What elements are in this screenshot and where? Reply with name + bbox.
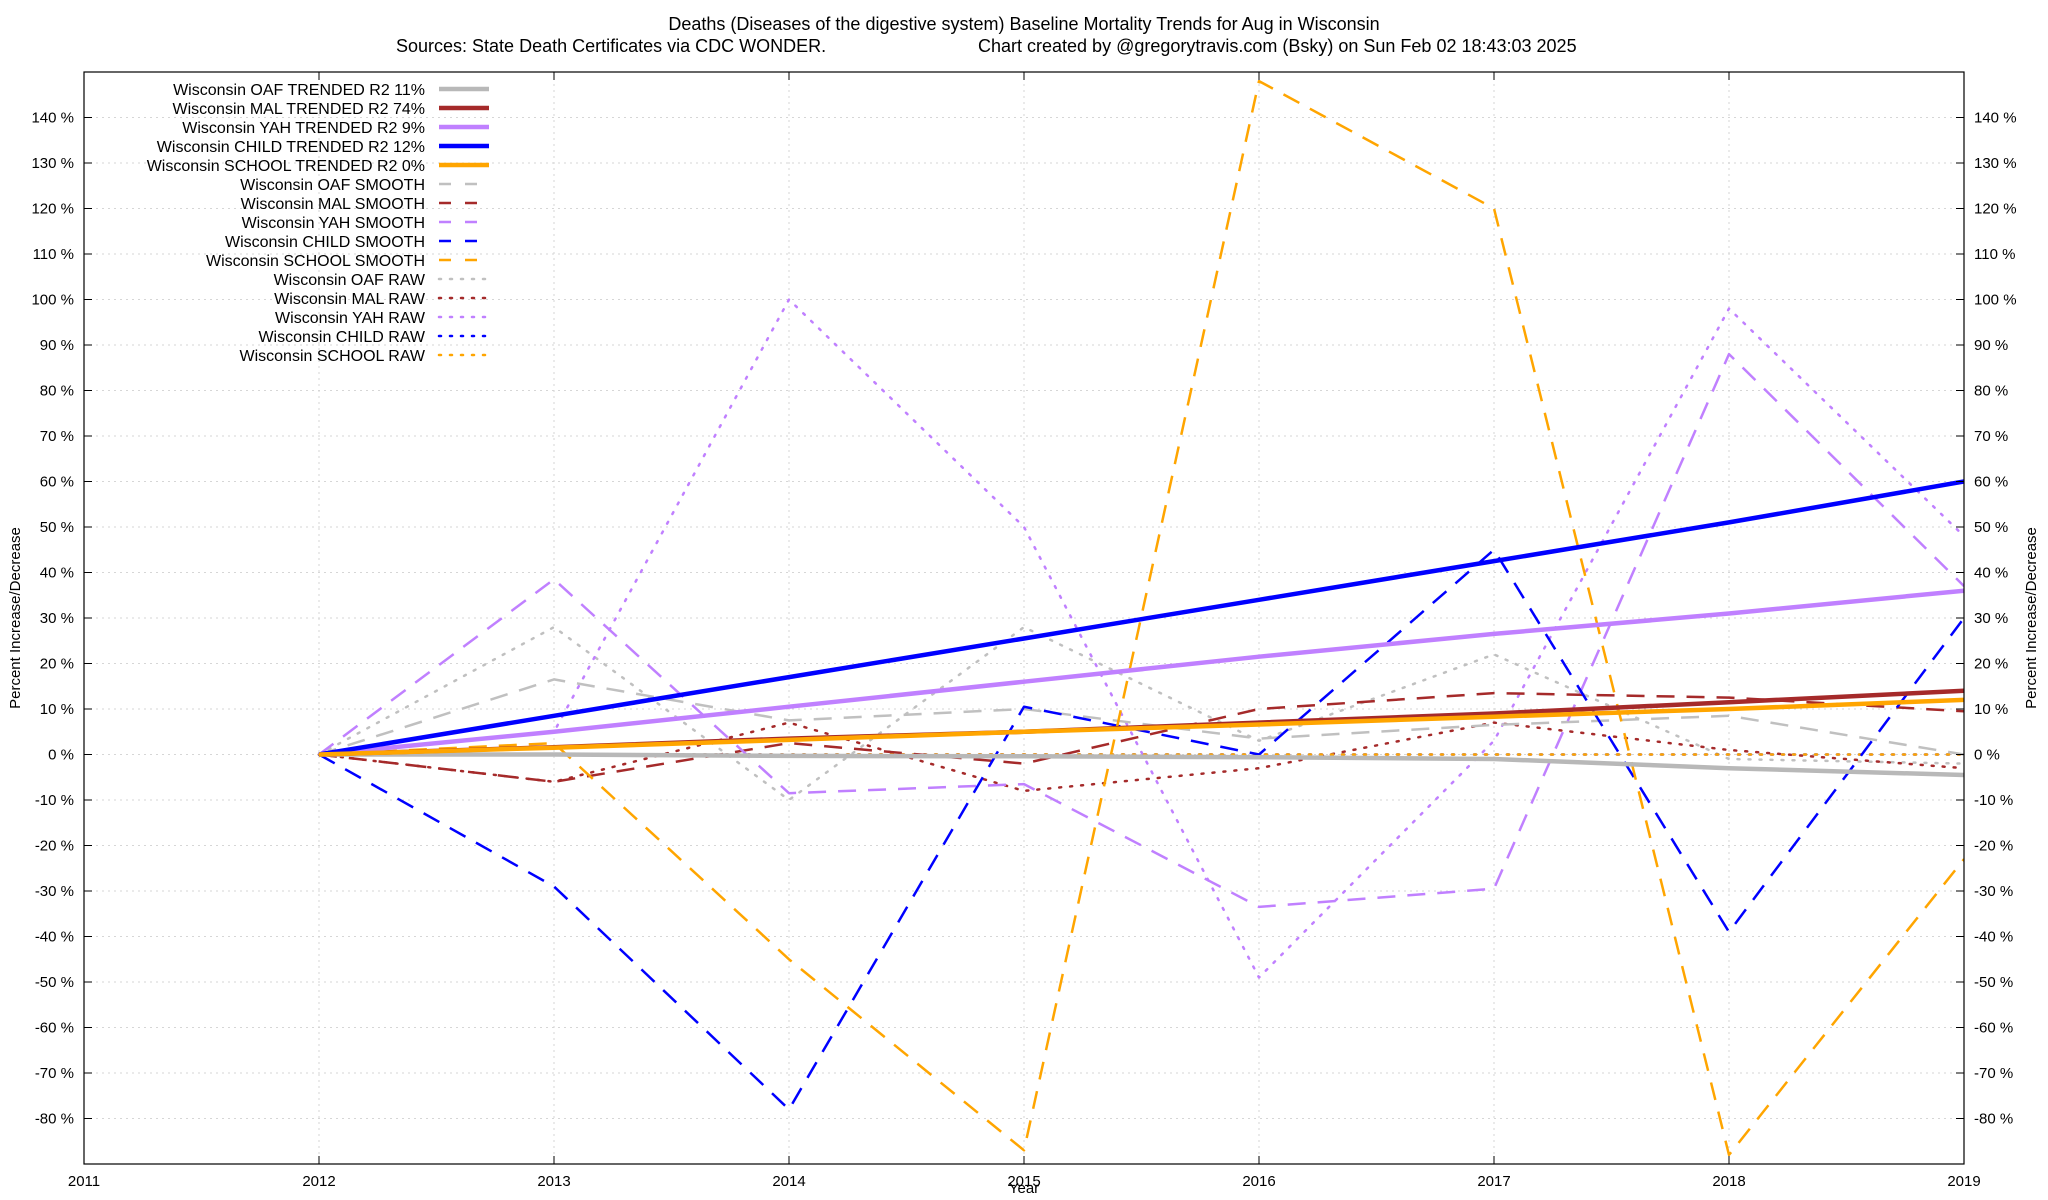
y-tick-label-right: 80 % [1974,383,2008,400]
x-tick-label: 2016 [1242,1173,1275,1190]
legend-label: Wisconsin CHILD SMOOTH [225,234,425,251]
legend-label: Wisconsin OAF TRENDED R2 11% [173,82,425,99]
legend-label: Wisconsin SCHOOL SMOOTH [206,253,425,270]
legend-label: Wisconsin OAF SMOOTH [240,177,425,194]
y-tick-label-right: 70 % [1974,428,2008,445]
x-tick-label: 2013 [537,1173,570,1190]
legend-label: Wisconsin MAL RAW [274,291,426,308]
series-line-6 [318,678,1964,756]
x-tick-label: 2011 [68,1173,100,1190]
y-tick-label-right: 50 % [1974,519,2008,536]
series-line-12 [317,721,1964,793]
y-axis-label-right: Percent Increase/Decrease [2023,527,2040,709]
y-tick-label: 130 % [31,155,74,172]
y-tick-label: 80 % [40,383,74,400]
y-tick-label: 120 % [31,201,74,218]
y-tick-label: -80 % [35,1111,74,1128]
y-tick-label: 90 % [40,337,74,354]
chart-title: Deaths (Diseases of the digestive system… [668,14,1379,34]
x-axis-label: Year [1009,1180,1039,1197]
x-tick-label: 2015 [1007,1173,1040,1190]
y-tick-label: 30 % [40,610,74,627]
y-tick-label-right: 110 % [1974,246,2015,263]
legend-label: Wisconsin SCHOOL TRENDED R2 0% [147,158,425,175]
y-tick-label-right: 10 % [1974,701,2008,718]
y-tick-label: 70 % [40,428,74,445]
legend-label: Wisconsin YAH SMOOTH [242,215,425,232]
y-tick-label: 140 % [31,110,74,127]
y-tick-label: 110 % [33,246,74,263]
series-line-10 [318,79,1964,1157]
gridlines [83,72,1965,1164]
x-tick-label: 2014 [772,1173,805,1190]
x-tick-label: 2018 [1712,1173,1745,1190]
series-line-5 [318,697,1964,757]
y-tick-label-right: -40 % [1974,929,2013,946]
y-tick-label-right: 100 % [1974,292,2017,309]
legend-label: Wisconsin YAH RAW [275,310,426,327]
legend-label: Wisconsin MAL TRENDED R2 74% [172,101,425,118]
legend-label: Wisconsin YAH TRENDED R2 9% [182,120,425,137]
y-axis-label-left: Percent Increase/Decrease [7,527,24,709]
x-tick-label: 2012 [302,1173,335,1190]
x-tick-label: 2017 [1477,1173,1510,1190]
legend: Wisconsin OAF TRENDED R2 11% Wisconsin MA… [147,82,491,365]
legend-label: Wisconsin SCHOOL RAW [239,348,425,365]
y-tick-label: -70 % [35,1065,74,1082]
y-tick-label: 100 % [31,292,74,309]
series-line-8 [318,352,1964,909]
y-tick-label-right: 40 % [1974,565,2008,582]
y-tick-label-right: 130 % [1974,155,2017,172]
y-tick-label: 40 % [40,565,74,582]
y-tick-label-right: -70 % [1974,1065,2013,1082]
y-tick-label-right: -50 % [1974,974,2013,991]
y-tick-label: 20 % [40,656,74,673]
legend-label: Wisconsin CHILD TRENDED R2 12% [157,139,425,156]
y-tick-label-right: 60 % [1974,474,2008,491]
y-tick-label: 50 % [40,519,74,536]
y-tick-label-right: 90 % [1974,337,2008,354]
series-line-11 [317,625,1964,802]
y-tick-label: 10 % [40,701,74,718]
y-tick-label: -60 % [35,1020,74,1037]
legend-label: Wisconsin MAL SMOOTH [241,196,425,213]
y-tick-label: -20 % [35,838,74,855]
y-tick-label-right: 30 % [1974,610,2008,627]
y-tick-label-right: -10 % [1974,792,2013,809]
y-tick-label: -10 % [35,792,74,809]
y-tick-label: -50 % [35,974,74,991]
y-tick-label: -30 % [35,883,74,900]
series-line-13 [317,298,1964,979]
y-tick-label: 60 % [40,474,74,491]
chart-subtitle-sources: Sources: State Death Certificates via CD… [396,36,826,56]
series-lines [317,79,1964,1157]
y-tick-label-right: -30 % [1974,883,2013,900]
legend-label: Wisconsin OAF RAW [274,272,426,289]
series-line-4 [318,479,1964,757]
series-line-9 [318,548,1964,1111]
x-tick-label: 2019 [1947,1173,1980,1190]
series-line-2 [318,688,1964,757]
y-tick-label-right: 20 % [1974,656,2008,673]
y-tick-label-right: -80 % [1974,1111,2013,1128]
series-line-3 [318,588,1964,757]
series-line-1 [319,752,1964,778]
plot-frame [83,71,1965,1165]
series-line-7 [318,691,1964,784]
y-tick-label-right: 120 % [1974,201,2017,218]
legend-label: Wisconsin CHILD RAW [258,329,425,346]
y-tick-label: 0 % [48,747,74,764]
y-tick-label-right: 140 % [1974,110,2017,127]
y-tick-label-right: -60 % [1974,1020,2013,1037]
axis-ticks: 140 % 140 % 130 % 130 % 120 % 120 % 110 % 110 %… [31,72,2017,1190]
y-tick-label-right: 0 % [1974,747,2000,764]
chart-subtitle-credit: Chart created by @gregorytravis.com (Bsk… [978,36,1577,56]
y-tick-label: -40 % [35,929,74,946]
y-tick-label-right: -20 % [1974,838,2013,855]
